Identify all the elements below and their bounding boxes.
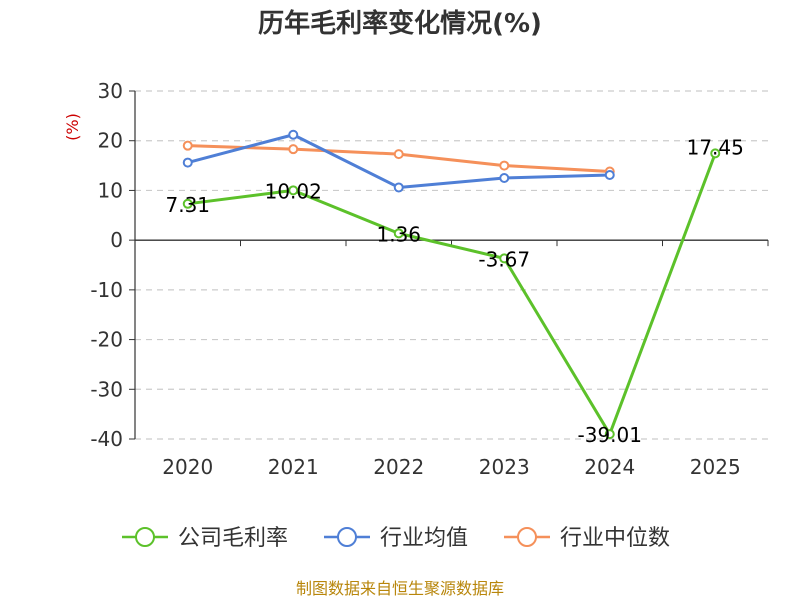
y-axis-label: (%) (63, 113, 82, 141)
y-tick-label: 30 (98, 79, 123, 103)
data-point (393, 149, 404, 160)
series-layer (182, 129, 721, 440)
y-tick-label: -20 (90, 328, 123, 352)
data-point (182, 140, 193, 151)
data-point (288, 185, 299, 196)
data-point (499, 160, 510, 171)
data-point (393, 228, 404, 239)
series-line-0 (187, 152, 717, 436)
data-point (604, 429, 615, 440)
data-point (288, 129, 299, 140)
data-label: -39.01 (578, 423, 642, 447)
data-point (182, 198, 193, 209)
x-tick-label: 2025 (690, 455, 741, 479)
legend-label: 行业中位数 (560, 526, 670, 551)
x-tick-label: 2024 (584, 455, 635, 479)
data-label: 7.31 (165, 193, 210, 217)
legend-marker (517, 527, 537, 547)
series-line-1 (187, 133, 610, 189)
data-point (499, 173, 510, 183)
y-tick-label: -40 (90, 427, 123, 451)
data-point (604, 170, 615, 181)
data-label: 17.45 (687, 135, 744, 159)
legend-marker (337, 527, 357, 547)
axes: 30 20 10 0 -10 -20 -30 -40 2020 2021 2022 2023 2024 2… (90, 79, 769, 479)
legend-marker (135, 527, 155, 547)
legend-item-0[interactable]: 公司毛利率 (122, 526, 288, 551)
data-label: 10.02 (265, 179, 322, 203)
y-tick-label: -30 (90, 377, 123, 401)
data-point (288, 144, 299, 155)
y-tick-label: -10 (90, 278, 123, 302)
legend-item-2[interactable]: 行业中位数 (504, 526, 670, 551)
data-point (499, 253, 510, 264)
x-tick-label: 2021 (268, 455, 319, 479)
y-tick-label: 0 (110, 228, 123, 252)
x-tick-label: 2023 (479, 455, 530, 479)
data-point (710, 148, 721, 159)
data-point (182, 157, 193, 168)
data-label: 1.36 (376, 222, 421, 246)
data-labels: 7.31 10.02 1.36 -3.67 -39.01 17.45 (165, 135, 743, 447)
x-tick-label: 2020 (162, 455, 213, 479)
legend-label: 公司毛利率 (178, 526, 288, 551)
legend-item-1[interactable]: 行业均值 (324, 526, 468, 551)
data-point (393, 182, 404, 193)
legend-label: 行业均值 (380, 526, 468, 551)
chart-title: 历年毛利率变化情况(%) (258, 8, 542, 39)
x-tick-label: 2022 (373, 455, 424, 479)
data-label: -3.67 (478, 247, 530, 271)
y-tick-label: 10 (98, 178, 123, 202)
legend[interactable]: 公司毛利率 行业均值 行业中位数 (122, 526, 670, 551)
source-note: 制图数据来自恒生聚源数据库 (296, 579, 504, 598)
y-tick-label: 20 (98, 129, 123, 153)
